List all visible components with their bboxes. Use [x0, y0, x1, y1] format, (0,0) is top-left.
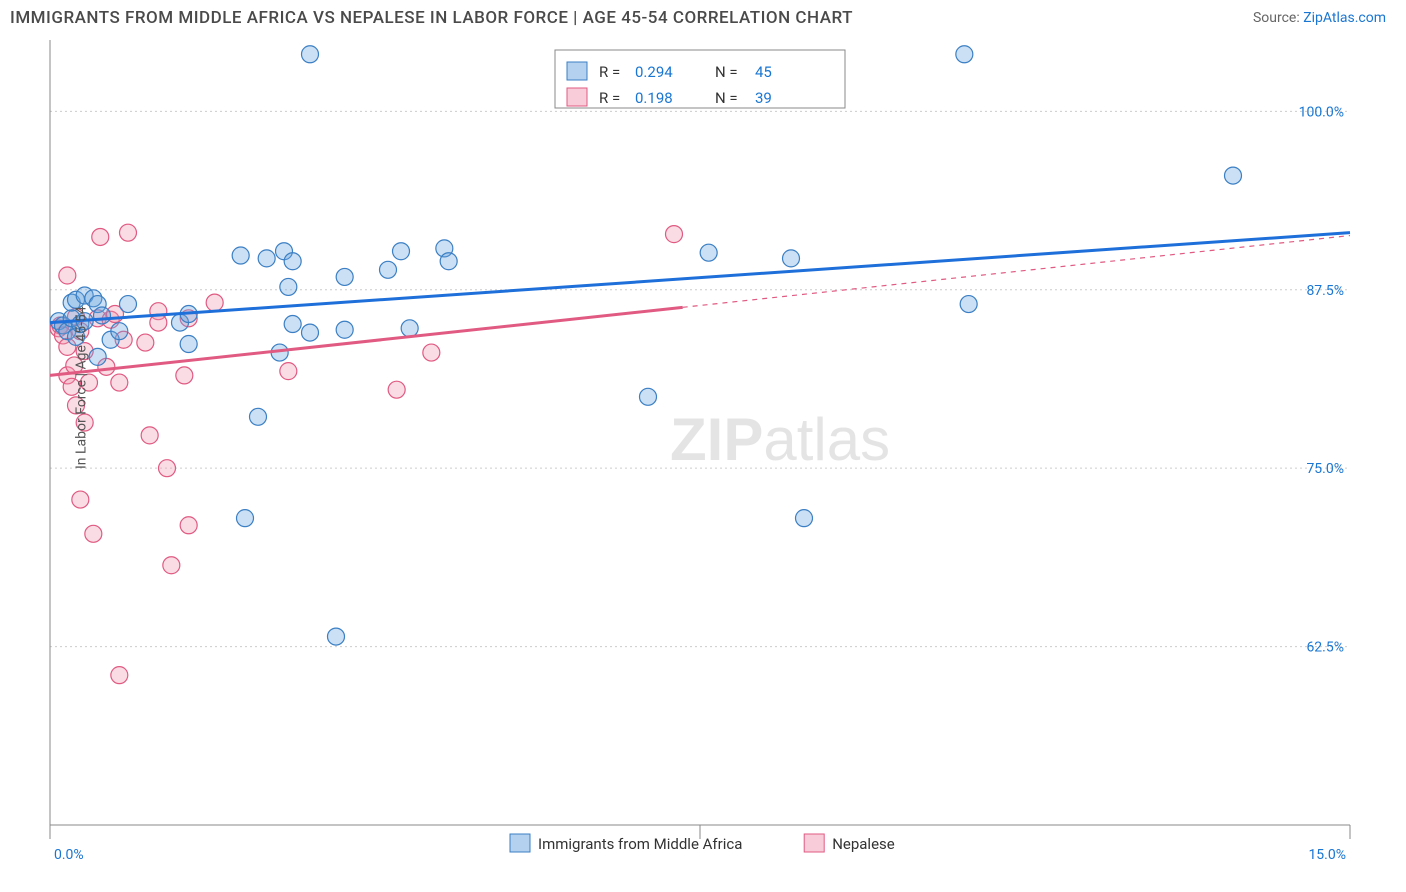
data-point [284, 253, 301, 270]
legend-swatch [567, 62, 587, 80]
data-point [111, 374, 128, 391]
data-point [141, 427, 158, 444]
data-point [960, 296, 977, 313]
data-point [640, 388, 657, 405]
data-point [336, 321, 353, 338]
y-axis-label: In Labor Force | Age 45-54 [73, 306, 89, 469]
data-point [401, 320, 418, 337]
legend-swatch [567, 88, 587, 106]
data-point [393, 243, 410, 260]
legend-r-label: R = [599, 63, 620, 81]
data-point [380, 261, 397, 278]
legend-r-value: 0.294 [635, 63, 673, 81]
data-point [111, 667, 128, 684]
data-point [796, 510, 813, 527]
data-point [956, 46, 973, 63]
data-point [85, 525, 102, 542]
legend-series-label: Immigrants from Middle Africa [538, 835, 742, 853]
chart-container: In Labor Force | Age 45-54 62.5% 75.0% 87.… [10, 40, 1396, 882]
legend-n-value: 39 [755, 89, 772, 107]
legend-n-label: N = [715, 89, 738, 107]
data-point [328, 628, 345, 645]
chart-title: IMMIGRANTS FROM MIDDLE AFRICA VS NEPALES… [10, 8, 853, 28]
data-point [180, 517, 197, 534]
data-point [163, 557, 180, 574]
trend-line [50, 233, 1350, 323]
data-point [336, 268, 353, 285]
legend-r-label: R = [599, 89, 620, 107]
data-point [1225, 167, 1242, 184]
data-point [783, 250, 800, 267]
data-point [388, 381, 405, 398]
x-tick-label: 15.0% [1308, 847, 1346, 863]
data-point [176, 367, 193, 384]
chart-header: IMMIGRANTS FROM MIDDLE AFRICA VS NEPALES… [0, 0, 1406, 32]
data-point [302, 46, 319, 63]
data-point [280, 278, 297, 295]
data-point [250, 408, 267, 425]
data-point [237, 510, 254, 527]
scatter-chart: 62.5% 75.0% 87.5% 100.0% 0.0% 15.0% ZIPatlas R … [10, 40, 1396, 882]
data-point [206, 294, 223, 311]
data-point [92, 228, 109, 245]
legend-series-label: Nepalese [832, 835, 895, 853]
data-point [111, 323, 128, 340]
data-point [232, 247, 249, 264]
y-tick-label: 100.0% [1299, 104, 1344, 120]
data-point [89, 348, 106, 365]
data-point [94, 307, 111, 324]
data-point [666, 226, 683, 243]
y-tick-label: 62.5% [1306, 640, 1344, 656]
data-point [440, 253, 457, 270]
legend-n-value: 45 [755, 63, 772, 81]
data-point [258, 250, 275, 267]
y-tick-label: 75.0% [1306, 461, 1344, 477]
legend-swatch [510, 834, 530, 852]
data-point [284, 316, 301, 333]
source-prefix: Source: [1253, 10, 1303, 26]
data-point [159, 460, 176, 477]
data-point [700, 244, 717, 261]
source-attribution: Source: ZipAtlas.com [1253, 10, 1386, 26]
data-point [137, 334, 154, 351]
data-point [120, 224, 137, 241]
data-point [423, 344, 440, 361]
watermark: ZIPatlas [670, 406, 890, 473]
data-point [59, 267, 76, 284]
data-point [302, 324, 319, 341]
data-point [180, 336, 197, 353]
y-tick-label: 87.5% [1306, 283, 1344, 299]
data-point [72, 491, 89, 508]
legend-n-label: N = [715, 63, 738, 81]
legend-r-value: 0.198 [635, 89, 673, 107]
legend-swatch [804, 834, 824, 852]
data-point [120, 296, 137, 313]
source-link[interactable]: ZipAtlas.com [1303, 10, 1386, 26]
x-tick-label: 0.0% [54, 847, 84, 863]
data-point [280, 363, 297, 380]
